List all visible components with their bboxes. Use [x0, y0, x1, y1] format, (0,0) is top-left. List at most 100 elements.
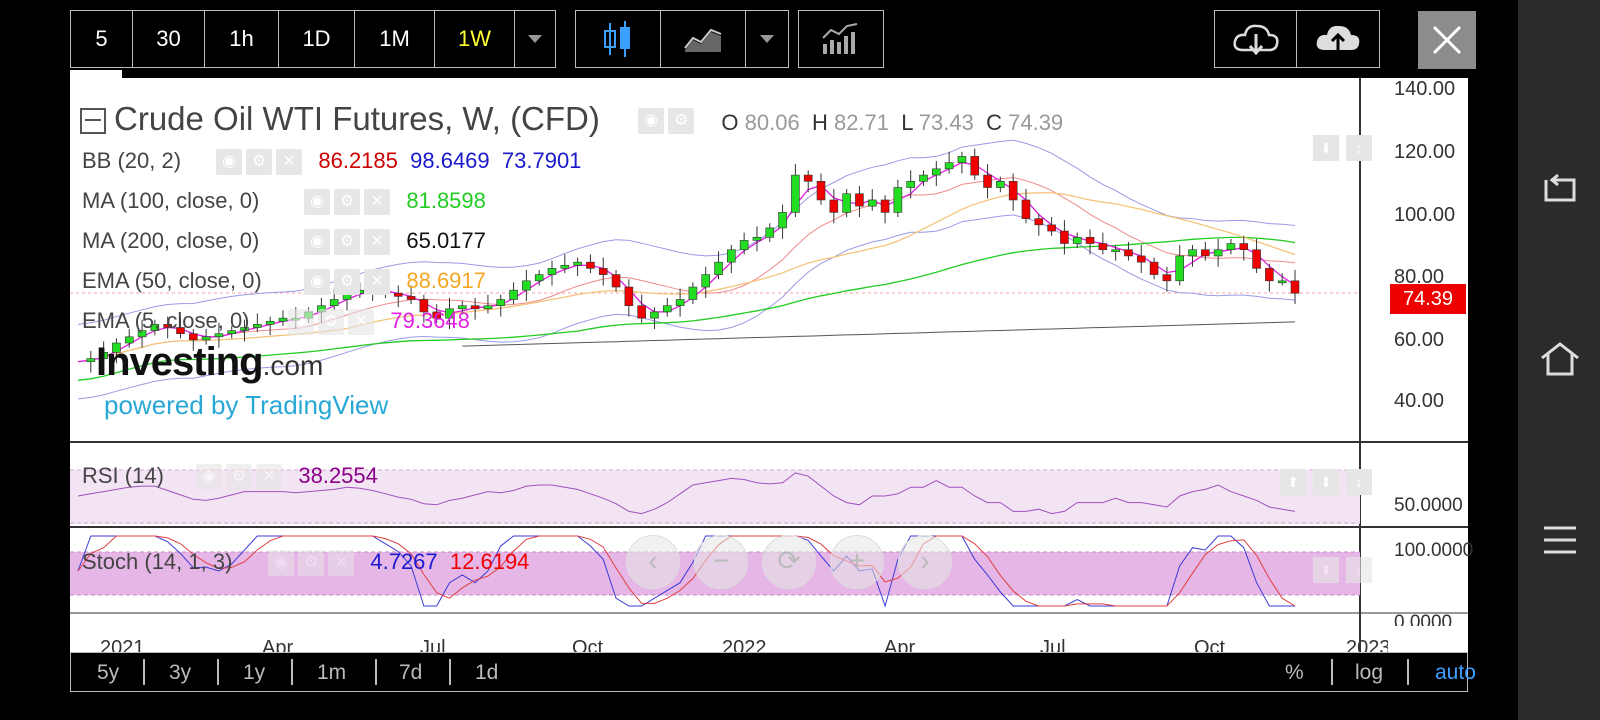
log-scale-button[interactable]: log: [1355, 661, 1384, 684]
interval-1w-button[interactable]: 1W: [435, 11, 515, 67]
chart-type-dropdown-button[interactable]: [746, 11, 788, 67]
expand-pane-icon[interactable]: ↕: [1346, 469, 1372, 495]
gear-icon[interactable]: ⚙: [298, 550, 325, 577]
candle: [1111, 249, 1120, 253]
percent-scale-button[interactable]: %: [1285, 661, 1304, 684]
collapse-legend-icon[interactable]: [80, 108, 106, 135]
gear-icon[interactable]: ⚙: [226, 464, 253, 491]
eye-icon[interactable]: ◉: [304, 229, 331, 256]
candle: [778, 212, 787, 229]
price-tick: 120.00: [1394, 141, 1456, 163]
scroll-right-button[interactable]: ›: [898, 535, 952, 589]
candle: [1252, 249, 1261, 269]
candle: [1149, 261, 1159, 275]
eye-icon[interactable]: ◉: [304, 189, 331, 216]
interval-1h-button[interactable]: 1h: [205, 11, 279, 67]
close-icon[interactable]: ✕: [328, 550, 355, 577]
interval-dropdown-button[interactable]: [515, 11, 555, 67]
gear-icon[interactable]: ⚙: [334, 229, 361, 256]
move-up-icon[interactable]: ⬆: [1280, 469, 1306, 495]
scroll-tab[interactable]: [70, 70, 122, 78]
zoom-out-button[interactable]: −: [694, 535, 748, 589]
candle: [1098, 243, 1108, 251]
range-1y-button[interactable]: 1y: [243, 661, 266, 684]
gear-icon[interactable]: ⚙: [318, 309, 345, 336]
close-icon[interactable]: ✕: [364, 269, 391, 296]
price-tick: 60.00: [1394, 329, 1445, 351]
interval-5-button[interactable]: 5: [71, 11, 133, 67]
eye-icon[interactable]: ◉: [638, 108, 665, 135]
interval-30-button[interactable]: 30: [133, 11, 205, 67]
indicators-button[interactable]: [798, 10, 884, 68]
candle: [791, 174, 800, 213]
candle: [1060, 230, 1069, 244]
candle: [906, 181, 915, 188]
range-7d-button[interactable]: 7d: [399, 661, 423, 684]
move-down-icon[interactable]: ⬇: [1313, 469, 1339, 495]
close-button[interactable]: [1418, 11, 1476, 69]
eye-icon[interactable]: ◉: [196, 464, 223, 491]
candle: [1008, 181, 1018, 201]
range-5y-button[interactable]: 5y: [97, 661, 120, 684]
eye-icon[interactable]: ◉: [304, 269, 331, 296]
candle: [803, 174, 813, 182]
reset-zoom-button[interactable]: ⟳: [762, 535, 816, 589]
gear-icon[interactable]: ⚙: [668, 108, 695, 135]
range-1m-button[interactable]: 1m: [317, 661, 347, 684]
rsi-axis-tick: 50.0000: [1394, 495, 1463, 516]
cloud-download-button[interactable]: [1215, 11, 1297, 67]
back-button[interactable]: [1540, 170, 1580, 210]
interval-1m-button[interactable]: 1M: [355, 11, 435, 67]
cloud-upload-button[interactable]: [1297, 11, 1379, 67]
candle: [86, 358, 96, 362]
expand-pane-icon[interactable]: ↕: [1346, 135, 1372, 161]
menu-button[interactable]: [1540, 520, 1580, 560]
close-icon[interactable]: ✕: [364, 189, 391, 216]
stoch-d-line: [77, 535, 1296, 607]
move-up-icon[interactable]: ⬆: [1313, 557, 1339, 583]
candle: [393, 292, 403, 297]
candle: [829, 199, 839, 213]
candle: [944, 162, 954, 170]
chart-title: Crude Oil WTI Futures, W, (CFD): [114, 100, 600, 137]
candle: [214, 333, 224, 338]
candle: [880, 199, 890, 213]
candle: [970, 156, 980, 176]
range-1d-button[interactable]: 1d: [475, 661, 499, 684]
menu-icon: [1544, 526, 1576, 554]
gear-icon[interactable]: ⚙: [334, 269, 361, 296]
candle: [470, 305, 480, 310]
indicator-value: 65.0177: [406, 228, 486, 253]
indicator-label: EMA (50, close, 0): [82, 268, 262, 293]
eye-icon[interactable]: ◉: [216, 149, 243, 176]
candle: [1201, 249, 1210, 257]
move-down-icon[interactable]: ⬇: [1313, 135, 1339, 161]
home-button[interactable]: [1540, 340, 1580, 380]
indicator-label: MA (100, close, 0): [82, 188, 260, 213]
candle: [240, 327, 249, 331]
gear-icon[interactable]: ⚙: [246, 149, 273, 176]
candlestick-type-button[interactable]: [576, 11, 662, 67]
close-icon[interactable]: ✕: [364, 229, 391, 256]
range-3y-button[interactable]: 3y: [169, 661, 192, 684]
eye-icon[interactable]: ◉: [268, 550, 295, 577]
chart-title-row: Crude Oil WTI Futures, W, (CFD) ◉ ⚙ O 80.…: [80, 100, 1063, 138]
interval-1d-button[interactable]: 1D: [279, 11, 355, 67]
auto-scale-button[interactable]: auto: [1435, 661, 1476, 684]
close-icon[interactable]: ✕: [256, 464, 283, 491]
gear-icon[interactable]: ⚙: [334, 189, 361, 216]
close-icon[interactable]: ✕: [276, 149, 303, 176]
expand-pane-icon[interactable]: ↕: [1346, 557, 1372, 583]
indicator-value: 79.3648: [390, 308, 470, 333]
last-price-badge: 74.39: [1390, 284, 1466, 314]
close-icon[interactable]: ✕: [348, 309, 375, 336]
candle: [1290, 280, 1300, 294]
scroll-left-button[interactable]: ‹: [626, 535, 680, 589]
low-value: 73.43: [918, 110, 974, 135]
zoom-in-button[interactable]: +: [830, 535, 884, 589]
candle: [124, 336, 134, 344]
line-type-button[interactable]: [661, 11, 747, 67]
eye-icon[interactable]: ◉: [288, 309, 315, 336]
candle: [406, 296, 416, 300]
candle: [188, 333, 198, 341]
